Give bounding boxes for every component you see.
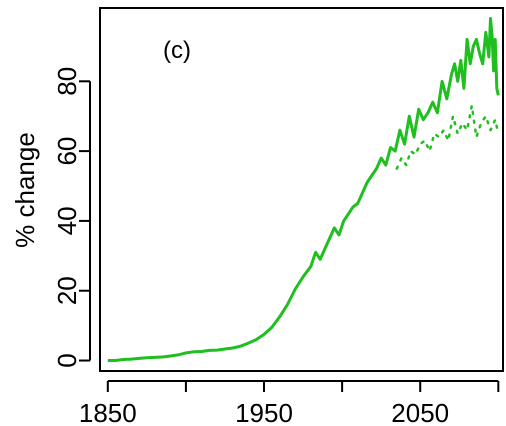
y-tick-label: 20 — [52, 276, 82, 305]
series-dotted-line — [395, 104, 500, 170]
y-axis-label: % change — [10, 132, 40, 248]
x-axis: 1850 1950 2050 — [79, 380, 500, 426]
y-tick-label: 60 — [52, 137, 82, 166]
series-layer — [107, 17, 500, 362]
y-ticks: 0 20 40 60 80 — [52, 67, 90, 368]
x-tick-label: 1950 — [235, 398, 293, 426]
plot-area: (c) — [99, 7, 504, 372]
panel-label: (c) — [163, 37, 191, 64]
y-axis: 0 20 40 60 80 % change — [10, 67, 91, 368]
x-ticks: 1850 1950 2050 — [79, 381, 500, 426]
y-tick-label: 80 — [52, 67, 82, 96]
x-tick-label: 2050 — [391, 398, 449, 426]
y-tick-label: 0 — [52, 353, 82, 367]
x-tick-label: 1850 — [79, 398, 137, 426]
y-tick-label: 40 — [52, 206, 82, 235]
series-solid-line — [107, 17, 500, 362]
plot-frame — [99, 7, 504, 372]
